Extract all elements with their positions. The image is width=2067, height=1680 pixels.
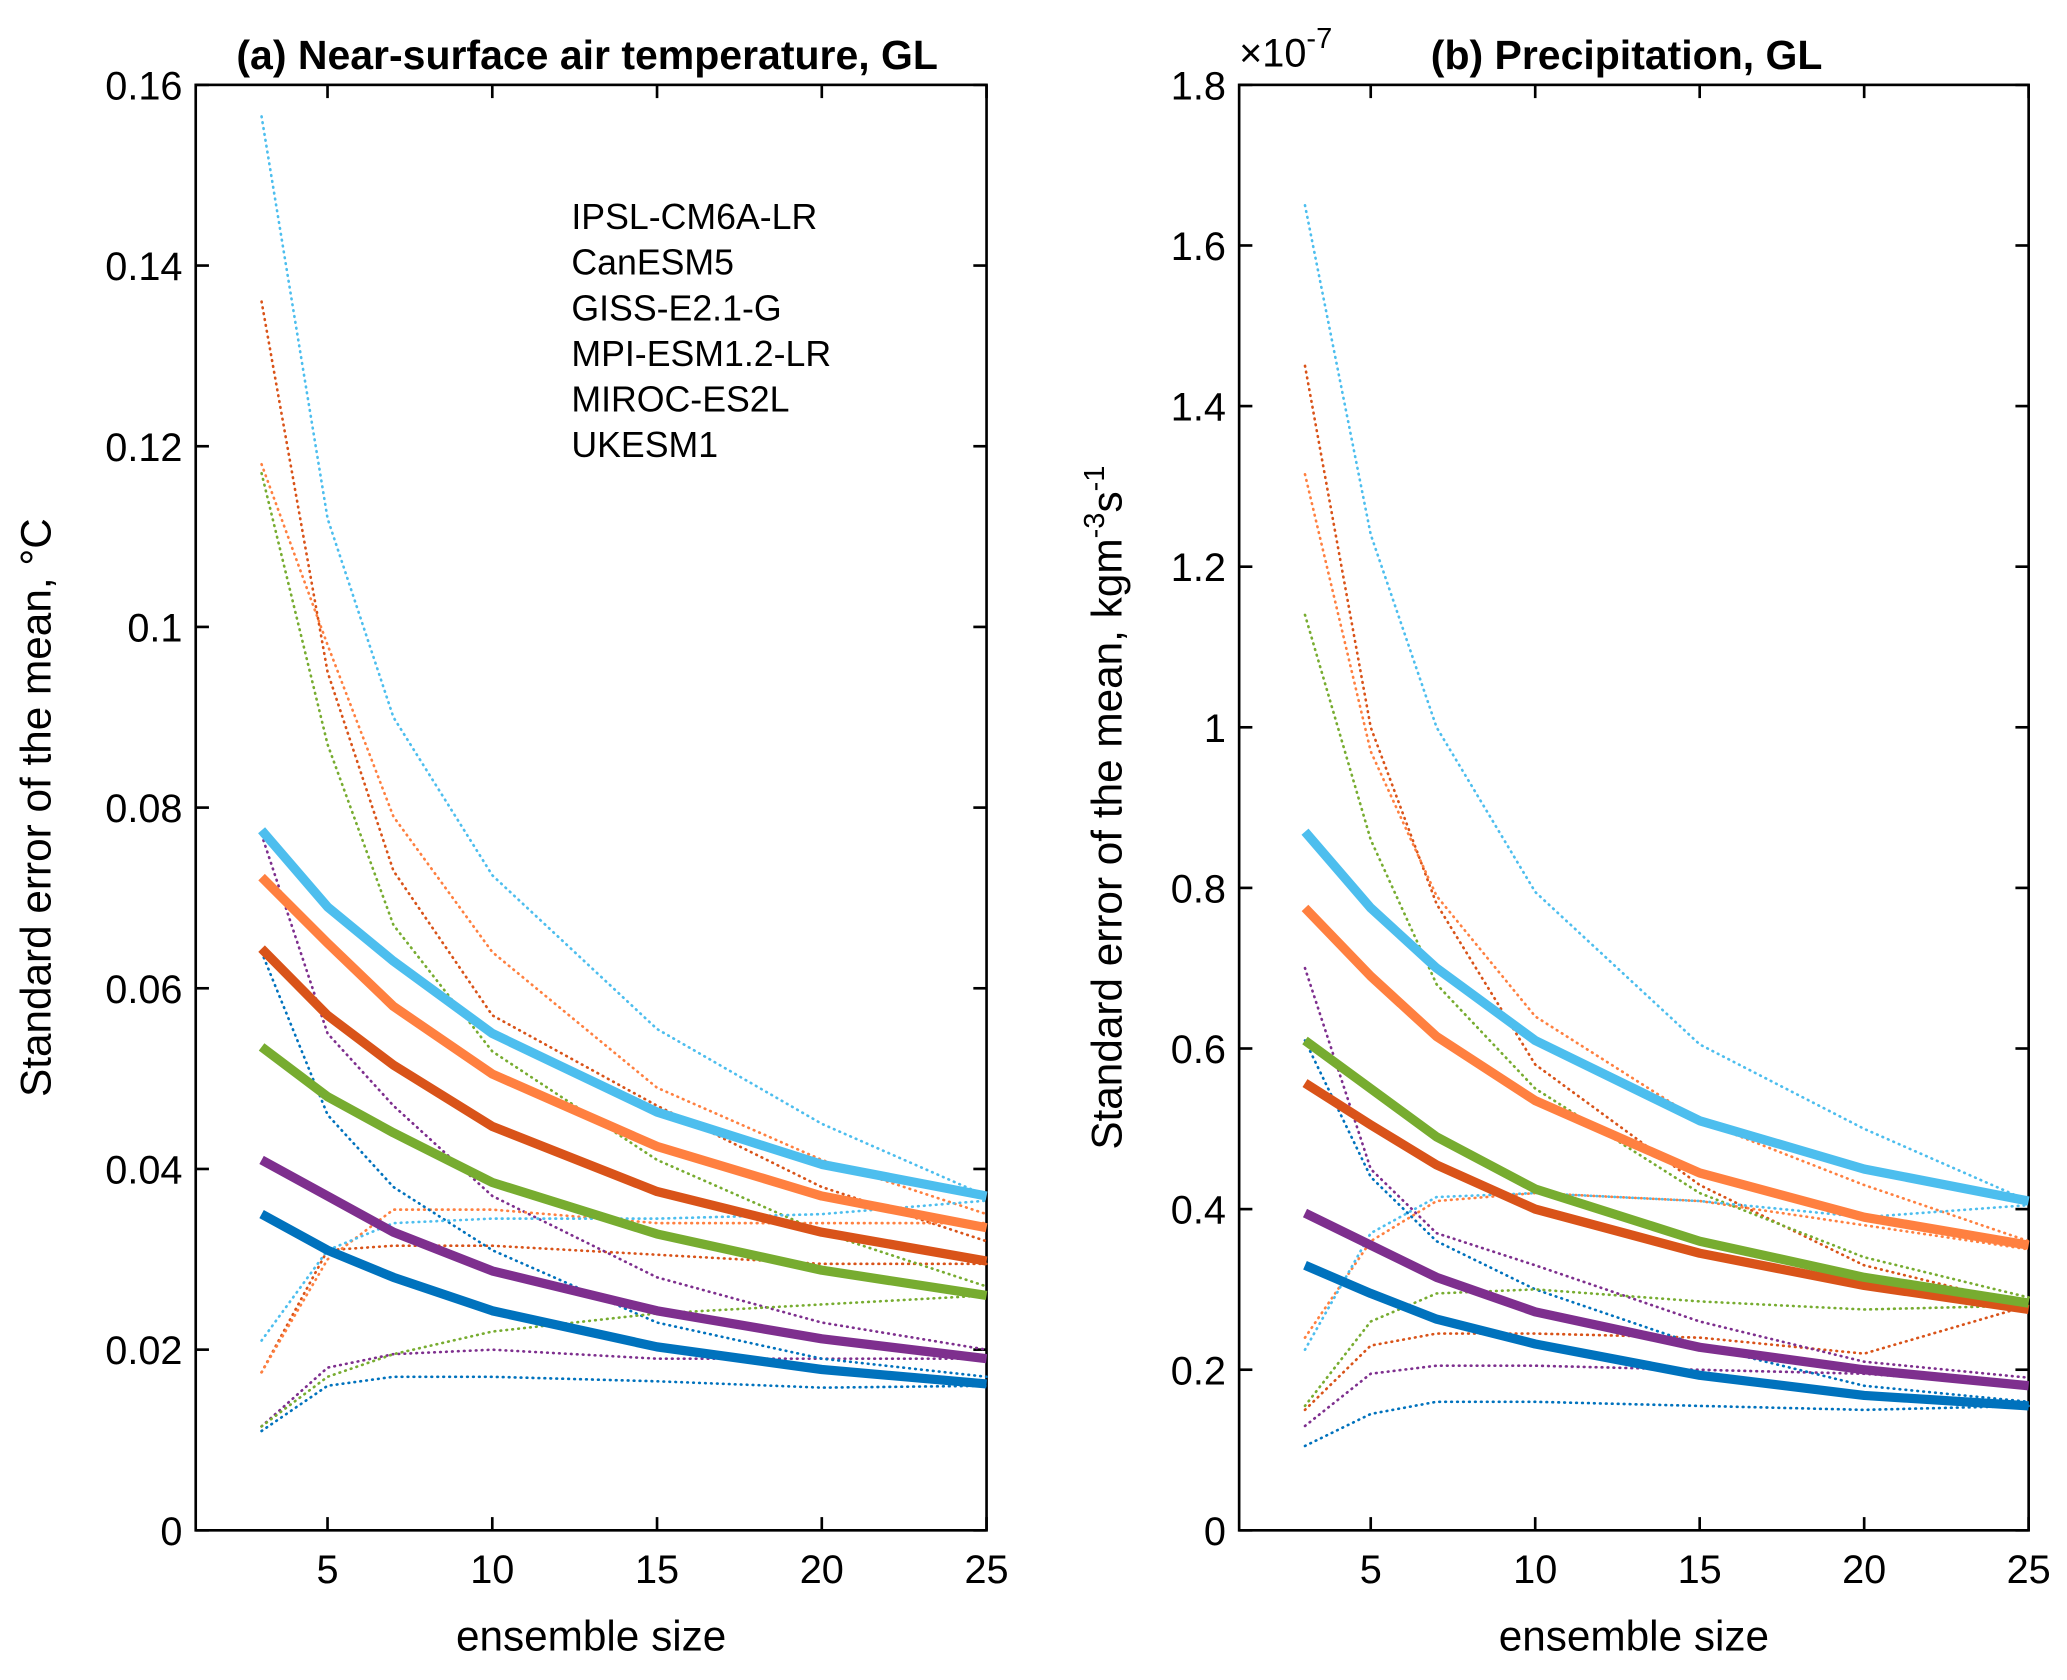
y-axis-label-part: Standard error of the mean, kgm [1083, 538, 1130, 1149]
y-tick-label: 0.12 [105, 426, 182, 470]
mean-line [1301, 828, 2030, 1206]
y-tick-label: 1 [1204, 707, 1226, 751]
x-tick-label: 25 [964, 1548, 1008, 1592]
y-axis-label-part: -3 [1079, 513, 1111, 539]
bound-line [1303, 1400, 2030, 1448]
x-tick-label: 15 [1678, 1548, 1722, 1592]
y-tick-label: 0.2 [1171, 1349, 1226, 1393]
x-axis-label: ensemble size [1499, 1613, 1769, 1660]
x-tick-label: 5 [1360, 1548, 1382, 1592]
legend-entry: IPSL-CM6A-LR [571, 197, 817, 237]
bound-line [1303, 1304, 2030, 1412]
bound-line [260, 1208, 988, 1374]
legend-entry: UKESM1 [571, 425, 718, 465]
y-tick-label: 1.6 [1171, 225, 1226, 269]
mean-line [1301, 904, 2030, 1250]
y-tick-label: 0.6 [1171, 1028, 1226, 1072]
bound-line [1303, 364, 2030, 1307]
mean-line [258, 873, 988, 1233]
legend-entry: CanESM5 [571, 243, 734, 283]
y-axis-label: Standard error of the mean, °C [12, 518, 59, 1097]
y-tick-label: 1.8 [1171, 64, 1226, 108]
bound-line [260, 950, 988, 1379]
bound-line [1303, 966, 2030, 1380]
mean-line [258, 1043, 988, 1301]
panel: 0 0.2 0.4 0.6 0.8 1 1.2 1.4 1.6 1.8 5 10 15 20 25 ensem… [1079, 23, 2050, 1660]
mean-line [258, 945, 988, 1266]
legend-entry: GISS-E2.1-G [571, 288, 781, 328]
y-tick-label: 0.06 [105, 968, 182, 1012]
mean-line [1303, 1261, 2029, 1411]
y-tick-label: 0.1 [127, 606, 182, 650]
y-tick-label: 0 [160, 1510, 182, 1554]
y-tick-label: 0.08 [105, 787, 182, 831]
y-tick-label: 1.2 [1171, 546, 1226, 590]
axes-box [1237, 83, 2030, 1532]
bound-line [1303, 1288, 2030, 1408]
mean-line [1302, 1079, 2030, 1315]
y-tick-label: 0.4 [1171, 1189, 1226, 1233]
y-scale-label: ×10-7 [1239, 23, 1332, 76]
bound-line [260, 462, 988, 1216]
x-tick-label: 25 [2007, 1548, 2051, 1592]
y-tick-label: 0.16 [105, 64, 182, 108]
bound-line [260, 115, 988, 1198]
bound-line [260, 471, 988, 1288]
mean-line [259, 1210, 987, 1389]
y-tick-label: 0 [1204, 1510, 1226, 1554]
y-axis-label-part: -1 [1079, 466, 1111, 492]
bound-line [1303, 204, 2030, 1203]
panel-title: (a) Near-surface air temperature, GL [236, 32, 938, 78]
mean-line [1302, 1036, 2030, 1308]
bound-line [260, 300, 988, 1243]
mean-line [1302, 1208, 2030, 1391]
x-tick-label: 5 [316, 1548, 338, 1592]
mean-line [258, 827, 988, 1201]
x-tick-label: 20 [800, 1548, 844, 1592]
x-tick-label: 20 [1842, 1548, 1886, 1592]
y-axis-label-part: s [1083, 491, 1130, 512]
legend-entry: MIROC-ES2L [571, 380, 789, 420]
panel-title: (b) Precipitation, GL [1431, 32, 1823, 78]
x-tick-label: 15 [635, 1548, 679, 1592]
y-scale-exponent: -7 [1306, 23, 1332, 55]
x-tick-label: 10 [1513, 1548, 1557, 1592]
bound-line [260, 1375, 988, 1433]
bound-line [1303, 613, 2030, 1299]
y-tick-label: 0.04 [105, 1149, 182, 1193]
y-tick-label: 0.02 [105, 1329, 182, 1373]
bound-line [260, 833, 988, 1351]
bound-line [1303, 1039, 2030, 1404]
x-tick-label: 10 [470, 1548, 514, 1592]
y-axis-label: Standard error of the mean, kgm-3s-1 [1079, 466, 1130, 1150]
mean-line [259, 1155, 988, 1364]
y-tick-label: 0.14 [105, 245, 182, 289]
legend-entry: MPI-ESM1.2-LR [571, 334, 831, 374]
bound-line [260, 1294, 988, 1428]
panel: 0 0.02 0.04 0.06 0.08 0.1 0.12 0.14 0.16 5 10 15 20 2… [12, 32, 1008, 1660]
x-axis-label: ensemble size [456, 1613, 726, 1660]
bound-line [1303, 473, 2030, 1243]
y-tick-label: 1.4 [1171, 386, 1226, 430]
y-tick-label: 0.8 [1171, 867, 1226, 911]
y-scale-base: ×10 [1239, 31, 1306, 75]
